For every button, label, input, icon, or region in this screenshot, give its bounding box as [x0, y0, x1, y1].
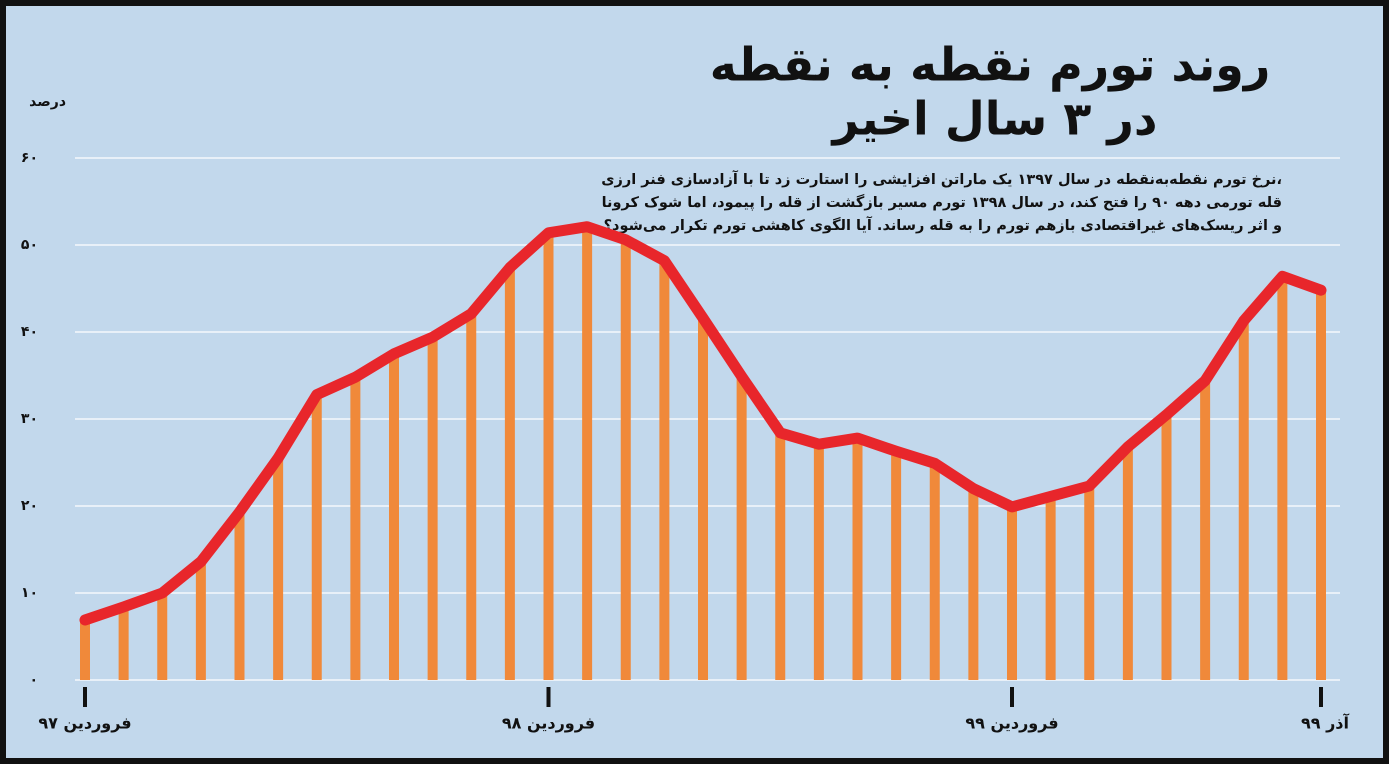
x-tick-label: آذر ۹۹ — [1301, 713, 1350, 733]
bar — [1007, 506, 1017, 680]
y-tick-label: ۶۰ — [21, 150, 38, 166]
y-tick-label: ۳۰ — [21, 411, 38, 427]
annotation: نرخ تورم نقطه‌به‌نقطه در سال ۱۳۹۷ یک مار… — [601, 170, 1282, 188]
chart-title: روند تورم نقطه به نقطه — [710, 38, 1271, 92]
annotation: قله تورمی دهه ۹۰ را فتح کند، در سال ۱۳۹۸… — [602, 193, 1282, 211]
y-tick-label: ۲۰ — [21, 498, 38, 514]
y-axis-label: درصد — [29, 94, 66, 110]
bar — [891, 451, 902, 680]
bar — [427, 337, 438, 680]
bar — [620, 239, 631, 680]
bar — [311, 394, 322, 680]
bar — [736, 376, 747, 680]
bar — [543, 232, 554, 680]
bar — [775, 432, 786, 680]
bar — [813, 444, 824, 680]
bar — [234, 512, 245, 680]
bar — [1200, 380, 1211, 680]
bar — [1084, 485, 1095, 680]
annotation: و اثر ریسک‌های غیراقتصادی بازهم تورم را … — [604, 216, 1282, 234]
bar — [929, 463, 940, 680]
y-tick-label: ۴۰ — [21, 324, 38, 340]
bar — [698, 318, 708, 680]
bar — [1238, 320, 1249, 680]
bar — [1045, 496, 1056, 680]
bar — [350, 377, 361, 680]
bar — [273, 458, 284, 680]
bar — [466, 313, 477, 680]
y-tick-label: ۵۰ — [21, 237, 38, 253]
bar — [968, 488, 979, 680]
bar — [1161, 414, 1172, 680]
bar — [582, 226, 593, 681]
bar — [195, 561, 206, 680]
bar — [157, 593, 168, 680]
bar — [659, 260, 670, 680]
bar — [1277, 276, 1288, 680]
y-tick-label: ۱۰ — [21, 585, 38, 601]
bar — [852, 438, 863, 680]
line — [79, 221, 1327, 626]
bar — [1316, 290, 1326, 680]
bar — [389, 353, 399, 680]
chart-title: در ۳ سال اخیر — [831, 92, 1158, 146]
x-tick-label: فروردین ۹۹ — [965, 714, 1058, 733]
bar — [1122, 446, 1133, 680]
bar — [504, 267, 515, 680]
y-tick-label: ۰ — [29, 672, 38, 688]
bar — [80, 619, 90, 680]
bar — [118, 606, 129, 680]
x-tick-label: فروردین ۹۸ — [502, 714, 595, 733]
x-tick-label: فروردین ۹۷ — [38, 714, 131, 733]
